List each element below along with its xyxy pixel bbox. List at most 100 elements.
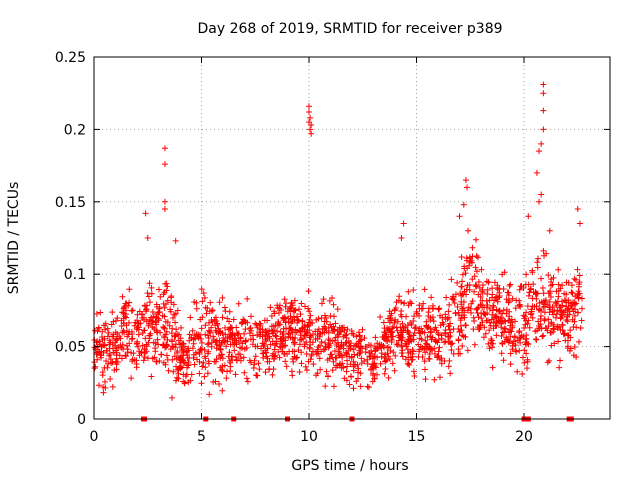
data-point: [434, 353, 441, 360]
data-point: [201, 353, 208, 360]
data-point: [540, 81, 547, 88]
data-point: [142, 210, 149, 217]
data-point: [431, 376, 438, 383]
data-point: [458, 283, 465, 290]
data-point: [537, 321, 544, 328]
data-point: [411, 372, 418, 379]
data-point: [242, 337, 249, 344]
data-point: [344, 363, 351, 370]
data-point: [148, 373, 155, 380]
data-point: [103, 347, 110, 354]
data-point: [578, 305, 585, 312]
data-point: [185, 379, 192, 386]
data-point: [164, 297, 171, 304]
data-point: [573, 354, 580, 361]
data-point: [411, 313, 418, 320]
data-point: [126, 286, 133, 293]
data-point: [217, 364, 224, 371]
data-point: [387, 347, 394, 354]
data-point: [361, 358, 368, 365]
data-point: [457, 322, 464, 329]
data-point: [93, 310, 100, 317]
data-point: [522, 341, 529, 348]
data-point: [459, 307, 466, 314]
data-point: [347, 342, 354, 349]
data-point: [240, 354, 247, 361]
data-point: [382, 358, 389, 365]
data-point: [216, 337, 223, 344]
data-point: [402, 324, 409, 331]
data-point: [462, 270, 469, 277]
data-point: [302, 363, 309, 370]
data-point: [475, 279, 482, 286]
data-point: [251, 357, 258, 364]
data-point: [334, 326, 341, 333]
data-point: [449, 296, 456, 303]
data-point: [235, 300, 242, 307]
data-point: [157, 293, 164, 300]
data-point: [473, 236, 480, 243]
data-point: [318, 338, 325, 345]
data-point: [139, 342, 146, 349]
data-point: [483, 297, 490, 304]
data-point: [158, 351, 165, 358]
data-point: [529, 295, 536, 302]
data-point: [371, 375, 378, 382]
data-point: [410, 287, 417, 294]
data-point: [144, 290, 151, 297]
data-point: [490, 303, 497, 310]
data-point: [160, 300, 167, 307]
data-point: [168, 330, 175, 337]
data-point: [495, 308, 502, 315]
x-tick-label: 20: [515, 429, 533, 445]
data-point: [302, 332, 309, 339]
data-point: [455, 336, 462, 343]
data-point: [517, 339, 524, 346]
data-point: [329, 367, 336, 374]
data-point: [238, 319, 245, 326]
data-point: [128, 307, 135, 314]
data-point: [445, 308, 452, 315]
data-point: [528, 306, 535, 313]
data-point: [396, 334, 403, 341]
data-point: [133, 364, 140, 371]
data-point: [529, 269, 536, 276]
data-point: [283, 300, 290, 307]
data-point: [455, 309, 462, 316]
data-point: [439, 314, 446, 321]
data-point: [474, 305, 481, 312]
data-point: [222, 331, 229, 338]
data-point: [184, 355, 191, 362]
data-point: [530, 281, 537, 288]
data-point: [386, 326, 393, 333]
data-point: [244, 295, 251, 302]
data-point: [478, 266, 485, 273]
data-point: [307, 114, 314, 121]
data-point: [168, 299, 175, 306]
data-point: [495, 294, 502, 301]
data-point: [422, 349, 429, 356]
data-point: [563, 279, 570, 286]
data-point: [535, 255, 542, 262]
data-point: [507, 333, 514, 340]
data-point: [464, 307, 471, 314]
data-point: [488, 335, 495, 342]
data-point: [226, 308, 233, 315]
data-point: [572, 293, 579, 300]
data-point: [544, 359, 551, 366]
data-point: [436, 374, 443, 381]
data-point: [446, 326, 453, 333]
data-point: [547, 294, 554, 301]
data-point: [241, 330, 248, 337]
data-point: [306, 316, 313, 323]
data-point: [254, 331, 261, 338]
data-point: [226, 331, 233, 338]
data-point: [163, 343, 170, 350]
data-point: [466, 259, 473, 266]
data-point: [153, 321, 160, 328]
data-point: [523, 335, 530, 342]
data-point: [442, 329, 449, 336]
data-point: [459, 312, 466, 319]
data-point: [316, 330, 323, 337]
data-point: [358, 355, 365, 362]
